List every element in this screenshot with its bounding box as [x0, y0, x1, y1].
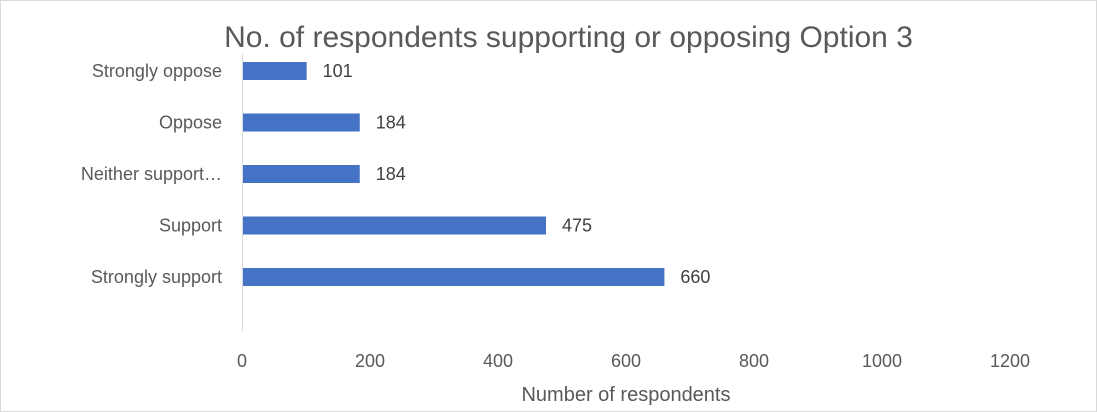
- bars-group: [243, 62, 665, 286]
- data-label-strongly-oppose: 101: [323, 61, 353, 81]
- data-label-neither-support: 184: [376, 164, 406, 184]
- bar-strongly-oppose: [243, 62, 307, 80]
- category-labels: Strongly oppose Oppose Neither support… Sup…: [81, 61, 222, 287]
- category-label-strongly-oppose: Strongly oppose: [92, 61, 222, 81]
- x-tick-label: 600: [611, 351, 641, 371]
- data-label-oppose: 184: [376, 113, 406, 133]
- x-tick-label: 1000: [862, 351, 902, 371]
- data-label-support: 475: [562, 216, 592, 236]
- bar-support: [243, 216, 546, 235]
- bar-strongly-support: [243, 268, 665, 286]
- x-tick-label: 0: [237, 351, 247, 371]
- category-label-strongly-support: Strongly support: [91, 267, 222, 287]
- data-labels: 101 184 184 475 660: [323, 61, 711, 287]
- x-tick-label: 800: [739, 351, 769, 371]
- data-label-strongly-support: 660: [680, 267, 710, 287]
- x-tick-label: 200: [355, 351, 385, 371]
- x-tick-labels: 0 200 400 600 800 1000 1200: [237, 351, 1030, 371]
- category-label-neither-support: Neither support…: [81, 164, 222, 184]
- bar-oppose: [243, 113, 360, 132]
- x-tick-label: 1200: [990, 351, 1030, 371]
- x-tick-label: 400: [483, 351, 513, 371]
- x-axis-title: Number of respondents: [521, 384, 730, 406]
- bar-neither-support: [243, 165, 360, 183]
- category-label-oppose: Oppose: [159, 113, 222, 133]
- chart-title: No. of respondents supporting or opposin…: [224, 21, 913, 54]
- category-label-support: Support: [159, 216, 222, 236]
